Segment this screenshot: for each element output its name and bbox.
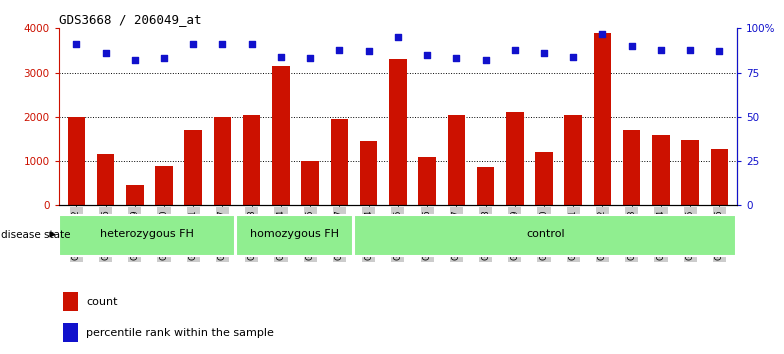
Point <box>655 47 667 52</box>
Text: control: control <box>526 229 564 240</box>
Point <box>421 52 434 58</box>
Point <box>391 34 404 40</box>
Bar <box>623 130 641 205</box>
Point <box>245 41 258 47</box>
Bar <box>506 113 524 205</box>
Point <box>509 47 521 52</box>
Point <box>567 54 579 59</box>
Point <box>70 41 82 47</box>
Point <box>216 41 229 47</box>
Bar <box>477 167 495 205</box>
Text: GDS3668 / 206049_at: GDS3668 / 206049_at <box>59 13 201 26</box>
Bar <box>301 161 319 205</box>
Bar <box>272 66 290 205</box>
Text: disease state: disease state <box>1 230 71 240</box>
Bar <box>155 166 172 205</box>
Bar <box>67 117 85 205</box>
Bar <box>593 33 612 205</box>
Point <box>187 41 200 47</box>
Bar <box>214 117 231 205</box>
Bar <box>126 184 143 205</box>
Bar <box>360 141 377 205</box>
Bar <box>419 156 436 205</box>
Bar <box>710 149 728 205</box>
Text: heterozygous FH: heterozygous FH <box>100 229 194 240</box>
Bar <box>96 154 114 205</box>
Bar <box>236 215 353 256</box>
Bar <box>564 115 582 205</box>
Bar <box>63 292 78 311</box>
Point <box>450 56 463 61</box>
Bar <box>354 215 736 256</box>
Bar <box>331 119 348 205</box>
Bar <box>448 115 465 205</box>
Point <box>100 50 112 56</box>
Text: percentile rank within the sample: percentile rank within the sample <box>86 328 274 338</box>
Bar <box>243 115 260 205</box>
Bar <box>389 59 407 205</box>
Point <box>713 48 726 54</box>
Bar <box>184 130 202 205</box>
Text: homozygous FH: homozygous FH <box>250 229 339 240</box>
Bar <box>652 135 670 205</box>
Point <box>158 56 170 61</box>
Bar <box>681 140 699 205</box>
Point <box>129 57 141 63</box>
Bar <box>60 215 235 256</box>
Point <box>362 48 375 54</box>
Text: count: count <box>86 297 118 307</box>
Point <box>626 43 638 49</box>
Point <box>538 50 550 56</box>
Point <box>304 56 317 61</box>
Point <box>684 47 696 52</box>
Bar <box>535 152 553 205</box>
Point <box>274 54 287 59</box>
Point <box>596 31 608 36</box>
Bar <box>63 323 78 342</box>
Point <box>479 57 492 63</box>
Point <box>333 47 346 52</box>
